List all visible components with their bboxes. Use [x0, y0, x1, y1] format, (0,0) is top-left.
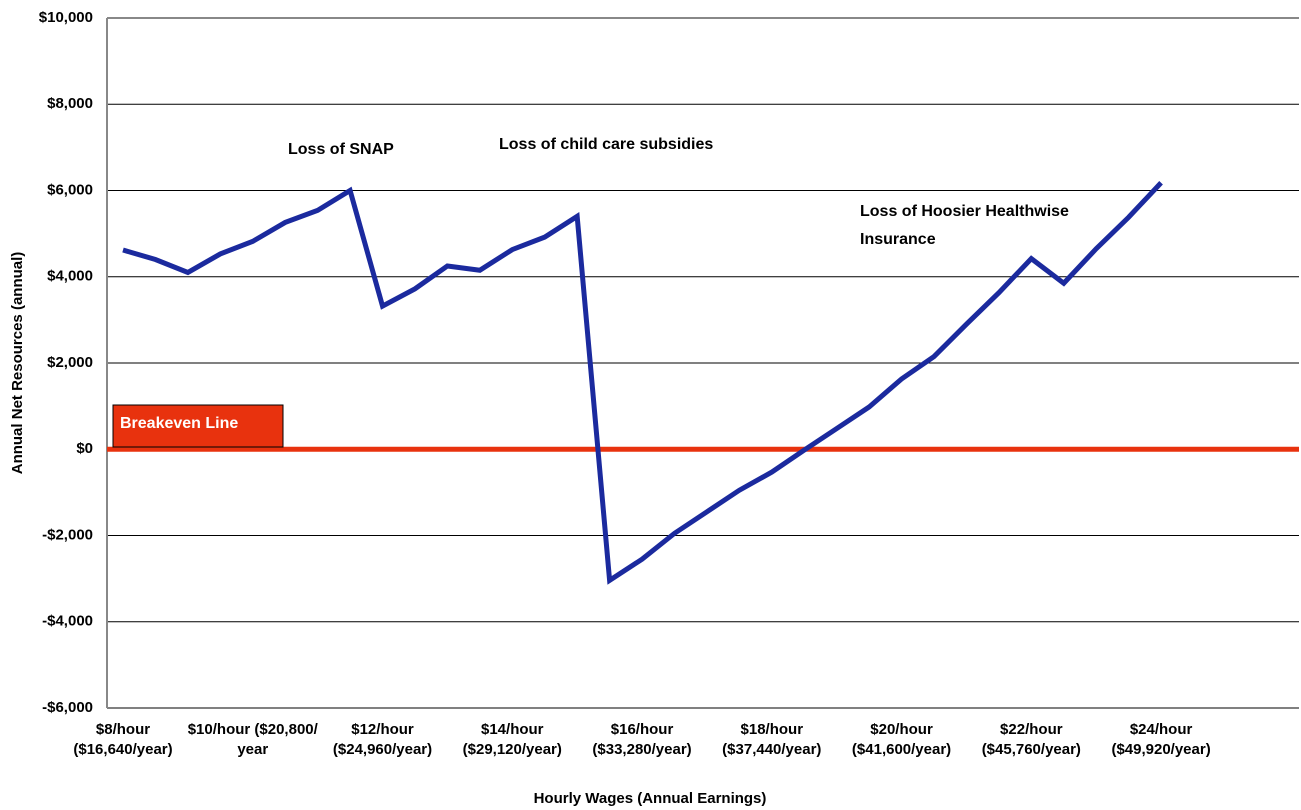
- x-tick-label: $8/hour ($16,640/year): [73, 721, 172, 758]
- x-tick-label: $16/hour ($33,280/year): [592, 721, 691, 758]
- x-tick-label: $22/hour ($45,760/year): [982, 721, 1081, 758]
- y-tick-label: -$4,000: [42, 613, 93, 630]
- breakeven-label-box: [112, 404, 284, 448]
- annotation: Loss of Hoosier Healthwise Insurance: [860, 203, 1069, 248]
- y-tick-label: $10,000: [39, 9, 93, 26]
- x-tick-label: $10/hour ($20,800/year: [188, 721, 319, 758]
- annotation: Loss of child care subsidies: [499, 136, 713, 153]
- y-tick-label: $8,000: [47, 95, 93, 112]
- x-tick-label: $18/hour ($37,440/year): [722, 721, 821, 758]
- y-tick-label: $2,000: [47, 354, 93, 371]
- y-tick-label: -$2,000: [42, 526, 93, 543]
- x-axis-title: Hourly Wages (Annual Earnings): [534, 790, 767, 807]
- breakeven-label: Breakeven Line: [120, 415, 238, 432]
- y-tick-label: $6,000: [47, 181, 93, 198]
- x-tick-label: $24/hour ($49,920/year): [1111, 721, 1210, 758]
- annotation: Loss of SNAP: [288, 141, 394, 158]
- y-tick-label: -$6,000: [42, 699, 93, 716]
- y-tick-label: $4,000: [47, 268, 93, 285]
- x-tick-label: $12/hour ($24,960/year): [333, 721, 432, 758]
- x-tick-label: $14/hour ($29,120/year): [463, 721, 562, 758]
- y-axis-title: Annual Net Resources (annual): [9, 252, 26, 475]
- data-line: [122, 181, 1163, 585]
- y-tick-label: $0: [76, 440, 93, 457]
- x-tick-label: $20/hour ($41,600/year): [852, 721, 951, 758]
